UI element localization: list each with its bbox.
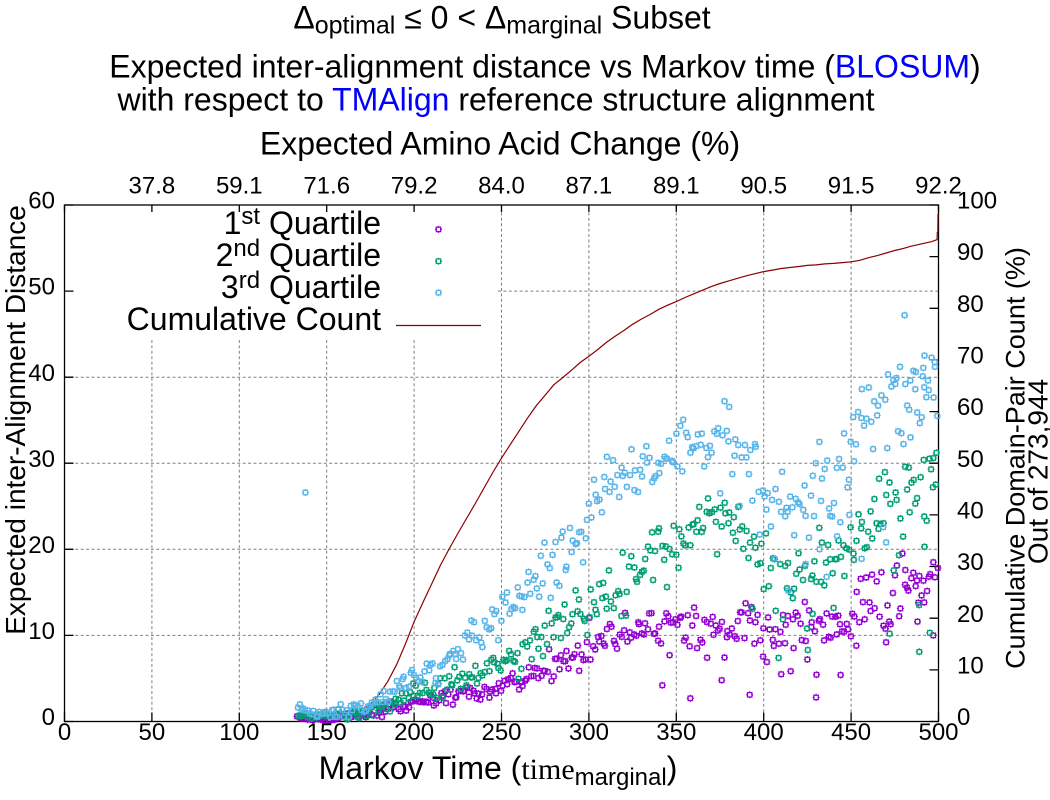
svg-text:79.2: 79.2 — [391, 173, 438, 200]
svg-text:with respect to TMAlign refere: with respect to TMAlign reference struct… — [116, 82, 874, 118]
svg-text:0: 0 — [957, 704, 970, 731]
svg-text:90.5: 90.5 — [740, 173, 787, 200]
svg-text:60: 60 — [28, 188, 55, 215]
svg-text:Δoptimal ≤ 0 < Δmarginal Subse: Δoptimal ≤ 0 < Δmarginal Subset — [293, 0, 710, 40]
svg-text:92.2: 92.2 — [915, 173, 962, 200]
svg-text:71.6: 71.6 — [303, 173, 350, 200]
svg-text:250: 250 — [481, 719, 521, 746]
svg-text:70: 70 — [957, 343, 984, 370]
svg-text:87.1: 87.1 — [566, 173, 613, 200]
svg-text:Expected inter-Alignment Dista: Expected inter-Alignment Distance — [0, 205, 31, 635]
svg-text:500: 500 — [918, 719, 958, 746]
svg-text:300: 300 — [569, 719, 609, 746]
svg-text:150: 150 — [307, 719, 347, 746]
svg-text:Expected Amino Acid Change (%): Expected Amino Acid Change (%) — [260, 126, 740, 162]
svg-text:30: 30 — [957, 549, 984, 576]
svg-text:90: 90 — [957, 239, 984, 266]
svg-text:10: 10 — [957, 653, 984, 680]
svg-text:40: 40 — [28, 360, 55, 387]
svg-text:50: 50 — [139, 719, 166, 746]
svg-text:0: 0 — [42, 704, 55, 731]
svg-text:40: 40 — [957, 498, 984, 525]
svg-text:20: 20 — [28, 532, 55, 559]
svg-text:59.1: 59.1 — [216, 173, 263, 200]
svg-text:30: 30 — [28, 446, 55, 473]
svg-text:84.0: 84.0 — [478, 173, 525, 200]
svg-text:Expected inter-alignment dista: Expected inter-alignment distance vs Mar… — [109, 49, 980, 85]
svg-text:Cumulative Count: Cumulative Count — [127, 301, 381, 337]
svg-text:Out of 273,944: Out of 273,944 — [1023, 379, 1050, 564]
svg-text:60: 60 — [957, 394, 984, 421]
svg-text:20: 20 — [957, 601, 984, 628]
svg-text:450: 450 — [831, 719, 871, 746]
svg-text:89.1: 89.1 — [653, 173, 700, 200]
svg-text:10: 10 — [28, 618, 55, 645]
svg-text:350: 350 — [656, 719, 696, 746]
svg-text:100: 100 — [957, 188, 997, 215]
svg-text:50: 50 — [28, 274, 55, 301]
svg-text:200: 200 — [394, 719, 434, 746]
svg-text:37.8: 37.8 — [129, 173, 176, 200]
svg-text:91.5: 91.5 — [828, 173, 875, 200]
svg-text:Cumulative Domain-Pair Count (: Cumulative Domain-Pair Count (%) — [1001, 247, 1031, 669]
svg-text:0: 0 — [58, 719, 71, 746]
svg-text:3rd Quartile: 3rd Quartile — [221, 267, 381, 305]
svg-text:50: 50 — [957, 446, 984, 473]
svg-text:400: 400 — [744, 719, 784, 746]
svg-text:100: 100 — [219, 719, 259, 746]
svg-text:80: 80 — [957, 291, 984, 318]
